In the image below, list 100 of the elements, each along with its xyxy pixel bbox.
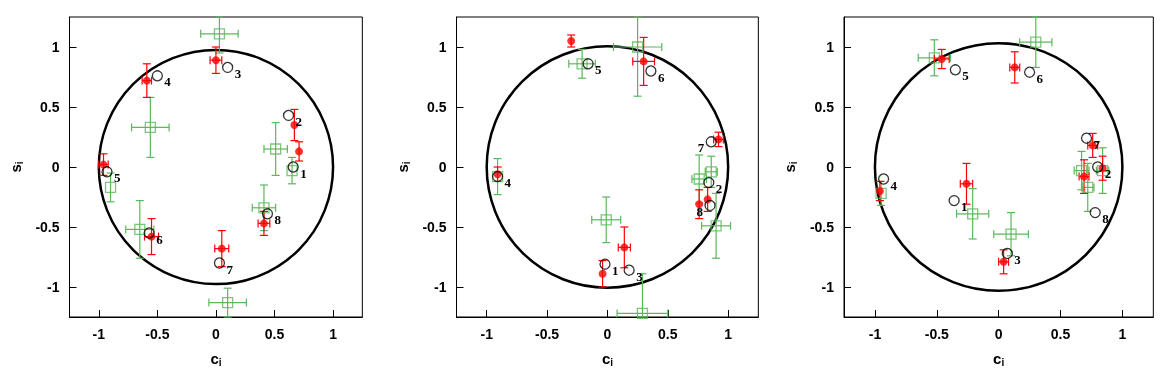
point bbox=[623, 264, 635, 276]
point bbox=[948, 194, 961, 207]
y-tick-label: -0.5 bbox=[810, 219, 835, 235]
point bbox=[1089, 206, 1102, 219]
point bbox=[1024, 66, 1036, 78]
x-tick-label: -0.5 bbox=[534, 326, 559, 342]
annotation: 7 bbox=[697, 140, 705, 156]
y-tick-label: -1 bbox=[47, 279, 60, 295]
point bbox=[286, 164, 298, 177]
annotation: 5 bbox=[594, 62, 602, 78]
x-tick-label: -0.5 bbox=[145, 326, 170, 342]
point bbox=[600, 214, 612, 226]
point bbox=[704, 199, 716, 212]
point bbox=[101, 166, 113, 178]
point bbox=[710, 220, 722, 232]
x-tick-label: 1 bbox=[1118, 326, 1127, 342]
y-axis-title: si bbox=[7, 161, 25, 173]
point bbox=[282, 109, 295, 122]
x-tick-label: 1 bbox=[723, 326, 732, 342]
y-axis-title: si bbox=[781, 161, 800, 173]
annotation: 7 bbox=[226, 261, 234, 277]
point bbox=[270, 143, 282, 155]
y-tick-label: 1 bbox=[826, 39, 835, 55]
point bbox=[876, 187, 885, 195]
annotation: 3 bbox=[635, 268, 643, 284]
y-tick-label: 0.5 bbox=[814, 99, 835, 115]
point bbox=[1081, 132, 1093, 144]
y-axis-title: si bbox=[393, 161, 412, 173]
annotation: 6 bbox=[1036, 70, 1044, 86]
annotation: 4 bbox=[890, 177, 898, 193]
point bbox=[938, 55, 947, 63]
x-tick-label: 0 bbox=[212, 326, 221, 342]
annotation: 4 bbox=[164, 74, 172, 90]
point bbox=[1005, 228, 1018, 240]
y-tick-label: -0.5 bbox=[422, 219, 447, 235]
y-tick-label: -0.5 bbox=[35, 219, 60, 235]
annotation: 1 bbox=[961, 199, 968, 215]
x-tick-label: 0.5 bbox=[657, 326, 678, 342]
point bbox=[644, 65, 657, 77]
point bbox=[582, 58, 594, 70]
y-tick-label: -1 bbox=[433, 279, 447, 295]
point bbox=[217, 244, 226, 253]
point bbox=[134, 223, 146, 236]
x-tick-label: 0 bbox=[995, 326, 1004, 342]
annotation: 5 bbox=[114, 170, 121, 186]
point bbox=[878, 173, 890, 185]
annotation: 6 bbox=[657, 69, 665, 85]
point bbox=[287, 161, 299, 173]
point bbox=[1002, 247, 1014, 260]
point bbox=[221, 296, 234, 309]
y-tick-label: 0 bbox=[826, 159, 835, 175]
point bbox=[636, 307, 648, 320]
annotation: 4 bbox=[504, 175, 512, 191]
annotation: 2 bbox=[295, 113, 303, 129]
x-tick-label: 0.5 bbox=[264, 326, 285, 342]
point bbox=[261, 208, 274, 220]
x-tick-label: -0.5 bbox=[925, 326, 950, 342]
point bbox=[104, 181, 117, 194]
y-tick-label: 0.5 bbox=[426, 99, 447, 115]
y-tick-label: 0 bbox=[51, 159, 60, 175]
point bbox=[258, 202, 270, 214]
point bbox=[950, 64, 962, 76]
y-tick-label: 0.5 bbox=[40, 99, 60, 115]
annotation: 8 bbox=[274, 212, 282, 228]
annotation: 5 bbox=[962, 68, 970, 84]
point bbox=[598, 269, 607, 278]
x-tick-label: 1 bbox=[329, 326, 338, 342]
point bbox=[151, 70, 164, 82]
y-tick-label: 1 bbox=[51, 39, 60, 55]
x-tick-label: 0 bbox=[603, 326, 612, 342]
point bbox=[1030, 36, 1042, 48]
point bbox=[929, 52, 941, 64]
y-tick-label: 1 bbox=[438, 39, 447, 55]
annotation: 3 bbox=[234, 65, 242, 81]
point bbox=[631, 41, 643, 53]
x-tick-label: -1 bbox=[92, 326, 106, 342]
point bbox=[1092, 161, 1104, 173]
x-tick-label: 0.5 bbox=[1051, 326, 1071, 342]
x-tick-label: -1 bbox=[480, 326, 493, 342]
point bbox=[143, 227, 155, 239]
annotation: 2 bbox=[1104, 165, 1112, 181]
point bbox=[705, 136, 717, 148]
point bbox=[576, 58, 588, 70]
annotation: 8 bbox=[1102, 211, 1110, 227]
point bbox=[295, 147, 304, 156]
annotation: 1 bbox=[611, 262, 619, 278]
annotation: 1 bbox=[300, 165, 307, 181]
y-tick-label: -1 bbox=[821, 279, 835, 295]
x-tick-label: -1 bbox=[869, 326, 882, 342]
point bbox=[222, 61, 234, 74]
point bbox=[213, 28, 226, 40]
point bbox=[144, 121, 156, 134]
point bbox=[967, 208, 979, 220]
annotation: 2 bbox=[715, 181, 722, 197]
point bbox=[875, 187, 888, 200]
point bbox=[639, 57, 648, 66]
y-tick-label: 0 bbox=[438, 159, 447, 175]
annotation: 3 bbox=[1014, 251, 1022, 267]
point bbox=[213, 257, 226, 269]
point bbox=[599, 258, 611, 270]
